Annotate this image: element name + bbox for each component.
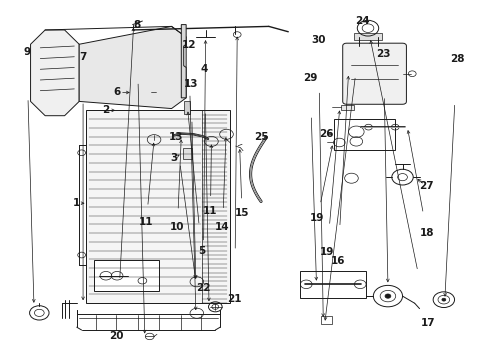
Bar: [94, 260, 159, 291]
Text: 27: 27: [419, 181, 433, 192]
Polygon shape: [30, 30, 79, 116]
Text: 1: 1: [73, 198, 80, 208]
FancyBboxPatch shape: [342, 43, 406, 104]
Text: 23: 23: [376, 49, 390, 59]
Polygon shape: [79, 26, 186, 109]
Text: 8: 8: [133, 20, 140, 30]
Text: 15: 15: [234, 208, 249, 218]
Text: 4: 4: [201, 64, 208, 73]
Bar: [86, 111, 229, 303]
Text: 30: 30: [310, 35, 325, 45]
Text: 25: 25: [254, 132, 268, 142]
Text: 11: 11: [203, 206, 217, 216]
Text: 13: 13: [183, 78, 198, 89]
Text: 7: 7: [79, 52, 86, 62]
Circle shape: [441, 298, 445, 301]
Text: 13: 13: [169, 132, 183, 142]
Text: 19: 19: [309, 213, 324, 223]
Bar: [353, 33, 381, 40]
Text: 18: 18: [419, 228, 433, 238]
Text: 10: 10: [170, 222, 184, 232]
Text: 11: 11: [139, 217, 153, 227]
Text: 26: 26: [318, 129, 333, 139]
Bar: [334, 119, 394, 150]
Text: 22: 22: [196, 283, 210, 293]
Circle shape: [384, 294, 390, 298]
Text: 16: 16: [330, 256, 345, 266]
Bar: [183, 148, 191, 158]
Text: 2: 2: [102, 105, 109, 115]
Polygon shape: [181, 24, 186, 98]
Text: 9: 9: [23, 47, 30, 57]
Text: 17: 17: [420, 318, 435, 328]
Text: 21: 21: [227, 294, 242, 303]
Bar: [183, 102, 189, 114]
Text: 5: 5: [198, 247, 205, 256]
Text: 20: 20: [109, 332, 123, 342]
Text: 6: 6: [113, 87, 121, 98]
Text: 14: 14: [215, 222, 229, 232]
Text: 28: 28: [449, 54, 463, 64]
Bar: [321, 316, 331, 324]
Text: 29: 29: [303, 73, 317, 83]
Bar: [340, 105, 354, 111]
Text: 19: 19: [319, 247, 334, 257]
Bar: [300, 271, 366, 298]
Text: 3: 3: [170, 153, 177, 163]
Text: 24: 24: [354, 16, 369, 26]
Text: 12: 12: [181, 40, 195, 50]
